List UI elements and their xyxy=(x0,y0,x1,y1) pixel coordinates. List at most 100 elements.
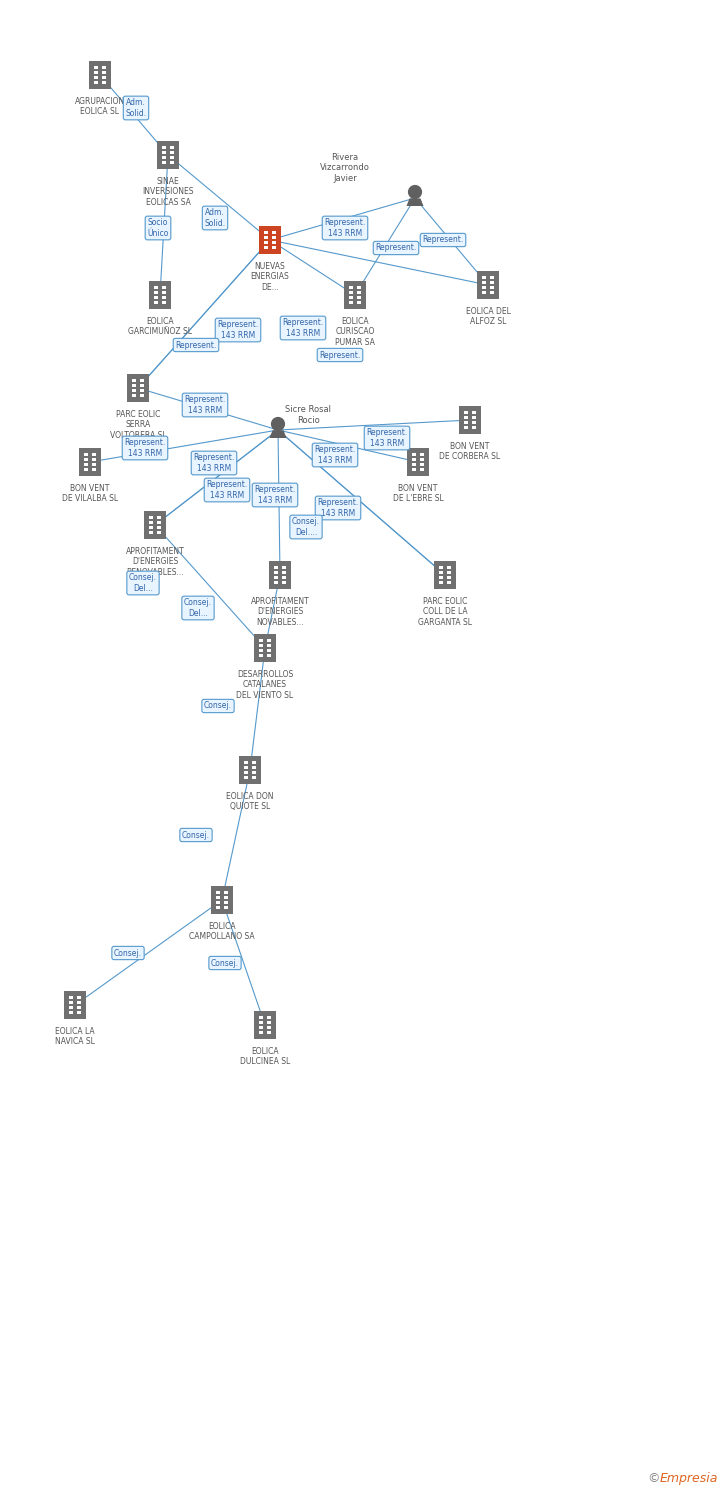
Bar xyxy=(349,302,353,304)
Bar xyxy=(420,458,424,460)
Text: BON VENT
DE VILALBA SL: BON VENT DE VILALBA SL xyxy=(62,484,118,504)
Bar xyxy=(162,160,166,164)
Bar xyxy=(459,405,481,410)
Text: Adm.
Solid.: Adm. Solid. xyxy=(205,209,226,228)
Text: Represent.
143 RRM: Represent. 143 RRM xyxy=(282,318,324,338)
Bar xyxy=(216,906,221,909)
Bar xyxy=(92,453,96,456)
Circle shape xyxy=(272,417,285,430)
Text: ©: © xyxy=(647,1472,660,1485)
Bar xyxy=(89,60,111,90)
Text: Consej.: Consej. xyxy=(182,831,210,840)
Bar xyxy=(412,464,416,466)
Bar xyxy=(266,650,271,652)
Bar xyxy=(477,270,499,274)
Bar xyxy=(69,1011,74,1014)
Bar xyxy=(274,580,278,584)
Bar xyxy=(490,286,494,290)
Bar xyxy=(272,246,276,249)
Bar xyxy=(472,422,476,424)
Bar xyxy=(211,885,233,915)
Text: PARC EOLIC
SERRA
VOLTORERA SL: PARC EOLIC SERRA VOLTORERA SL xyxy=(110,410,166,440)
Text: EOLICA
CAMPOLLANO SA: EOLICA CAMPOLLANO SA xyxy=(189,922,255,942)
Bar xyxy=(264,246,268,249)
Bar xyxy=(272,231,276,234)
Text: Represent.
143 RRM: Represent. 143 RRM xyxy=(218,321,258,339)
Bar xyxy=(140,388,144,392)
Bar xyxy=(89,60,111,64)
Text: Represent.
143 RRM: Represent. 143 RRM xyxy=(366,429,408,447)
Bar xyxy=(162,286,166,290)
Bar xyxy=(464,422,468,424)
Bar xyxy=(84,458,88,460)
Bar xyxy=(223,906,228,909)
Bar xyxy=(140,380,144,382)
Bar xyxy=(76,996,81,999)
Bar xyxy=(154,291,158,294)
Polygon shape xyxy=(269,430,287,438)
Bar xyxy=(84,453,88,456)
Bar xyxy=(162,146,166,148)
Bar xyxy=(162,156,166,159)
Text: Represent.
143 RRM: Represent. 143 RRM xyxy=(124,438,166,458)
Bar xyxy=(266,644,271,646)
Bar xyxy=(349,286,353,290)
Text: DESARROLLOS
CATALANES
DEL VIENTO SL: DESARROLLOS CATALANES DEL VIENTO SL xyxy=(237,670,293,700)
Text: Represent.: Represent. xyxy=(320,351,360,360)
Bar xyxy=(264,242,268,244)
Bar xyxy=(154,296,158,298)
Bar xyxy=(157,531,161,534)
Bar xyxy=(254,633,276,663)
Bar xyxy=(420,468,424,471)
Bar xyxy=(259,225,281,255)
Bar xyxy=(239,756,261,784)
Bar xyxy=(490,280,494,284)
Circle shape xyxy=(408,186,422,198)
Bar xyxy=(149,531,154,534)
Bar xyxy=(154,286,158,290)
Bar xyxy=(349,291,353,294)
Bar xyxy=(269,561,291,564)
Bar xyxy=(157,516,161,519)
Text: Represent.: Represent. xyxy=(376,243,416,252)
Bar xyxy=(472,411,476,414)
Bar xyxy=(439,580,443,584)
Text: EOLICA
DULCINEA SL: EOLICA DULCINEA SL xyxy=(240,1047,290,1066)
Bar xyxy=(94,66,98,69)
Bar xyxy=(157,520,161,524)
Bar xyxy=(132,380,136,382)
Bar xyxy=(477,270,499,300)
Bar xyxy=(264,236,268,238)
Bar xyxy=(132,388,136,392)
Bar xyxy=(92,464,96,466)
Bar xyxy=(170,160,174,164)
Bar xyxy=(472,426,476,429)
Bar xyxy=(76,1007,81,1010)
Bar xyxy=(274,576,278,579)
Bar xyxy=(170,146,174,148)
Bar xyxy=(149,280,171,309)
Bar xyxy=(259,639,264,642)
Bar xyxy=(282,566,286,568)
Bar xyxy=(407,447,429,477)
Bar xyxy=(266,1026,271,1029)
Bar xyxy=(162,302,166,304)
Text: Represent.: Represent. xyxy=(422,236,464,244)
Bar xyxy=(447,566,451,568)
Bar xyxy=(223,902,228,904)
Bar xyxy=(482,291,486,294)
Text: BON VENT
DE L'EBRE SL: BON VENT DE L'EBRE SL xyxy=(392,484,443,504)
Bar xyxy=(412,468,416,471)
Bar xyxy=(127,374,149,402)
Bar xyxy=(447,580,451,584)
Text: Represent.
143 RRM: Represent. 143 RRM xyxy=(194,453,234,472)
Text: APROFITAMENT
D'ENERGIES
NOVABLES...: APROFITAMENT D'ENERGIES NOVABLES... xyxy=(250,597,309,627)
Bar xyxy=(259,1016,264,1019)
Bar xyxy=(216,902,221,904)
Bar xyxy=(357,286,361,290)
Bar xyxy=(266,654,271,657)
Bar xyxy=(102,70,106,74)
Bar xyxy=(157,141,179,170)
Bar xyxy=(420,464,424,466)
Bar xyxy=(69,1007,74,1010)
